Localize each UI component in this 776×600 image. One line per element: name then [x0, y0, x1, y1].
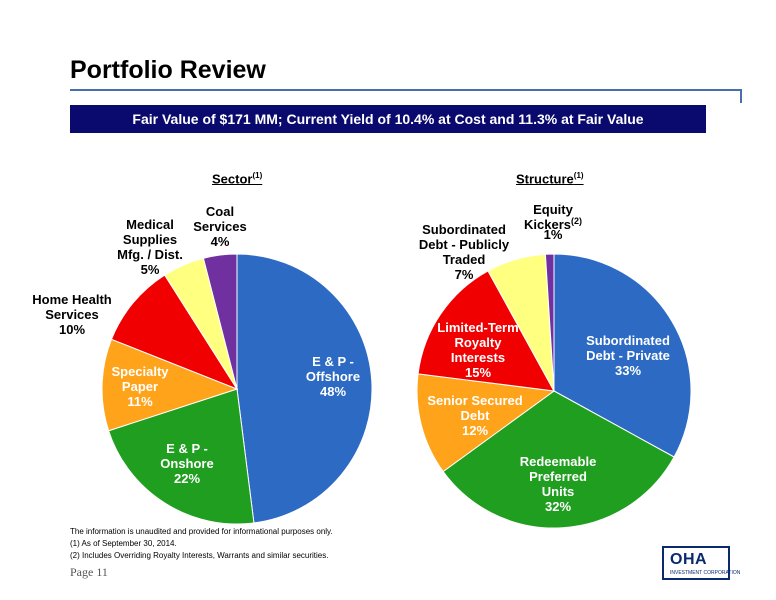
structure-slice-label: Redeemable Preferred Units 32% — [520, 454, 597, 514]
sector-chart-title: Sector(1) — [212, 171, 262, 186]
structure-slice-label: Subordinated Debt - Publicly Traded 7% — [419, 222, 510, 282]
logo-subtitle: INVESTMENT CORPORATION — [670, 570, 741, 576]
sector-chart-title-note: (1) — [252, 171, 263, 180]
structure-slice — [416, 373, 556, 473]
sector-slice-label: Specialty Paper 11% — [111, 364, 169, 409]
sector-slice — [202, 253, 238, 390]
footnote: The information is unaudited and provide… — [70, 527, 333, 536]
structure-slice — [553, 253, 692, 458]
sector-slice — [101, 338, 239, 432]
footnote: (2) Includes Overriding Royalty Interest… — [70, 551, 329, 560]
title-rule-tick — [740, 89, 742, 103]
structure-slice-label: Equity Kickers(2) 1% — [524, 202, 582, 242]
structure-chart-title: Structure(1) — [516, 171, 584, 186]
sector-slice-label: Home Health Services 10% — [32, 292, 112, 337]
sector-slice-label: Coal Services 4% — [193, 204, 247, 249]
title-rule — [70, 89, 742, 91]
structure-chart-title-text: Structure — [516, 171, 574, 187]
page-title: Portfolio Review — [70, 56, 266, 84]
logo-wordmark: OHA — [670, 551, 708, 568]
sector-slice — [110, 274, 239, 391]
footnote: (1) As of September 30, 2014. — [70, 539, 177, 548]
page-number: Page 11 — [70, 565, 108, 579]
sector-slice-label: Medical Supplies Mfg. / Dist. 5% — [117, 217, 183, 277]
structure-slice — [417, 270, 555, 392]
sector-slice-label: E & P -Onshore 22% — [160, 441, 213, 486]
structure-slice-label: Subordinated Debt - Private 33% — [586, 333, 670, 378]
sector-slice-label: E & P -Offshore 48% — [306, 354, 360, 399]
structure-chart-title-note: (1) — [573, 171, 584, 180]
oha-logo: OHA INVESTMENT CORPORATION — [662, 546, 740, 580]
sector-slice — [107, 388, 255, 525]
structure-slice — [442, 390, 675, 529]
sector-slice — [236, 253, 373, 524]
structure-slice-label: Limited-Term Royalty Interests 15% — [437, 320, 518, 380]
footnotes: The information is unaudited and provide… — [70, 526, 333, 562]
structure-slice-label: Senior Secured Debt 12% — [427, 393, 522, 438]
sector-chart-title-text: Sector — [212, 171, 253, 187]
structure-slice — [544, 253, 555, 392]
summary-banner: Fair Value of $171 MM; Current Yield of … — [70, 105, 706, 133]
